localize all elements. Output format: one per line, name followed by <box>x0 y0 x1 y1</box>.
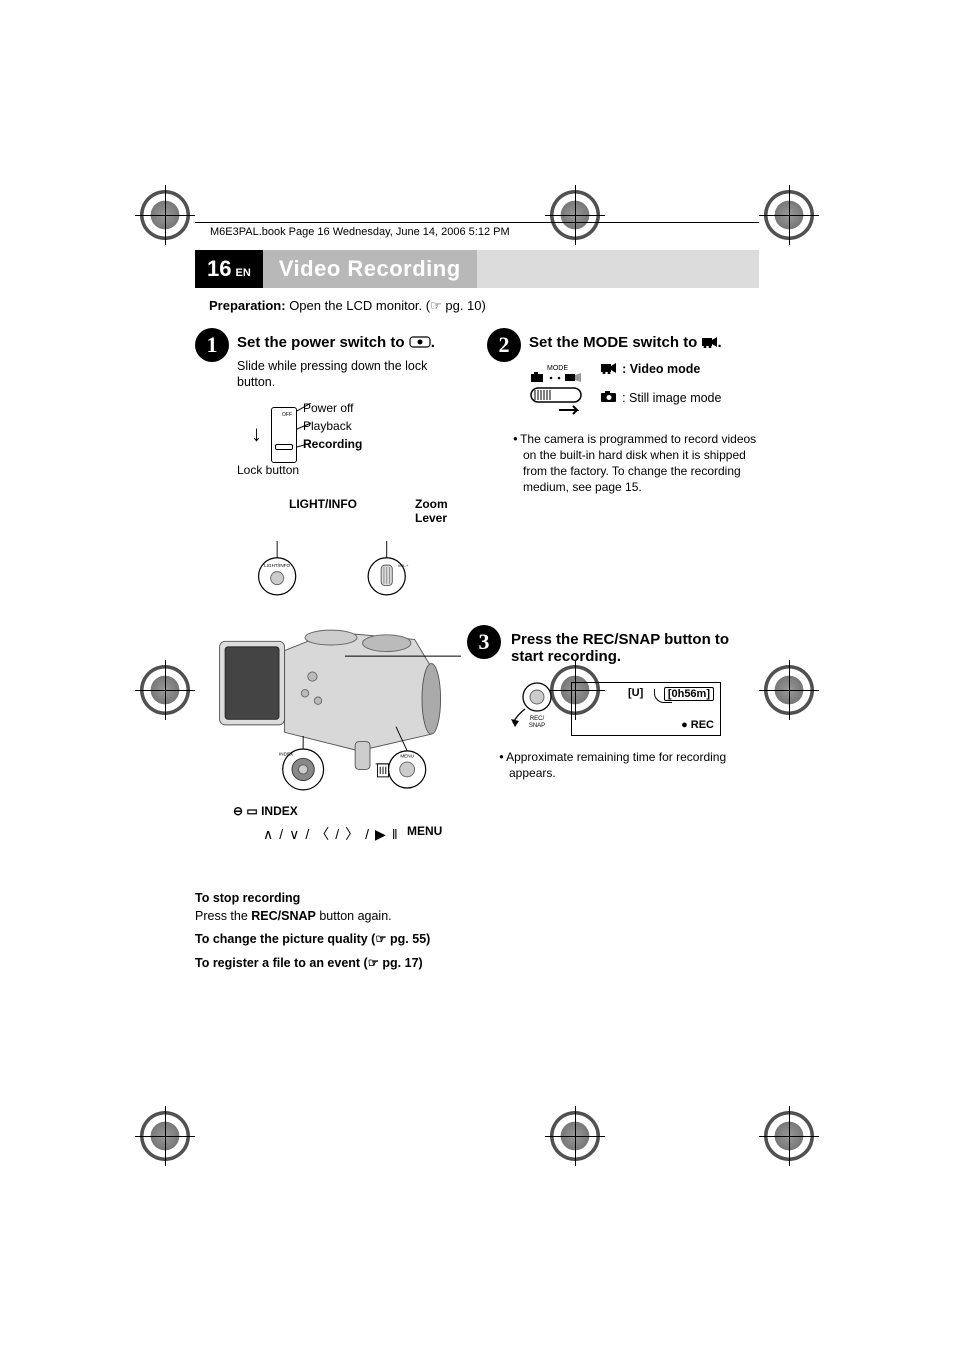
source-file-header: M6E3PAL.book Page 16 Wednesday, June 14,… <box>210 226 510 238</box>
chapter-title: Video Recording <box>263 250 477 288</box>
preparation-text: Open the LCD monitor. (☞ pg. 10) <box>286 298 486 313</box>
video-mode-icon <box>702 335 718 352</box>
menu-label: MENU <box>407 824 442 838</box>
switch-body: OFF <box>271 407 297 463</box>
still-mode-row: : Still image mode <box>601 391 722 406</box>
record-dot-icon <box>409 335 431 352</box>
label-playback: Playback <box>303 417 473 435</box>
crop-target-icon <box>764 190 814 240</box>
svg-text:SNAP: SNAP <box>529 723 545 729</box>
crop-target-icon <box>550 1111 600 1161</box>
page-content: 16 EN Video Recording Preparation: Open … <box>195 250 759 978</box>
title-bar-fill <box>477 250 759 288</box>
rec-snap-row: REC/ SNAP [U] [0h56m] REC <box>511 679 759 739</box>
step-2-badge: 2 <box>487 328 521 362</box>
footer-notes: To stop recording Press the REC/SNAP but… <box>195 890 759 972</box>
page-number-box: 16 EN <box>195 250 263 288</box>
camera-bottom-labels: ⊖ ▭ INDEX ∧/∨/〈/〉/▶ǁ MENU <box>215 804 467 864</box>
svg-text:INDEX: INDEX <box>279 752 293 757</box>
preparation-line: Preparation: Open the LCD monitor. (☞ pg… <box>209 298 759 314</box>
manual-page: M6E3PAL.book Page 16 Wednesday, June 14,… <box>0 0 954 1351</box>
step-2-note: The camera is programmed to record video… <box>513 431 759 496</box>
label-recording: Recording <box>303 435 473 453</box>
lcd-screen: [U] [0h56m] REC <box>571 682 721 736</box>
power-switch-diagram: ↓ OFF Power off Playback <box>237 403 467 483</box>
left-column: 1 Set the power switch to . Slide while … <box>195 328 467 864</box>
dpad-arrows-label: ∧/∨/〈/〉/▶ǁ <box>263 824 404 844</box>
change-quality-note: To change the picture quality (☞ pg. 55) <box>195 931 759 949</box>
page-number: 16 <box>207 256 231 282</box>
still-image-icon <box>601 391 619 406</box>
chapter-title-bar: 16 EN Video Recording <box>195 250 759 288</box>
svg-text:REC/: REC/ <box>530 716 545 722</box>
lcd-rec-indicator: REC <box>681 719 714 731</box>
switch-labels: Power off Playback Recording <box>303 399 473 453</box>
step-1-body: Slide while pressing down the lock butto… <box>237 358 467 392</box>
lcd-remaining-time: [0h56m] <box>664 687 714 701</box>
crop-target-icon <box>140 190 190 240</box>
folder-icon: ▭ <box>246 804 257 818</box>
label-power-off: Power off <box>303 399 473 417</box>
zoom-lever-label: Zoom Lever <box>415 497 467 525</box>
svg-text:LIGHT/INFO: LIGHT/INFO <box>264 563 290 568</box>
crop-target-icon <box>140 665 190 715</box>
crop-target-icon <box>140 1111 190 1161</box>
step-3-heading: Press the REC/SNAP button to start recor… <box>511 625 759 665</box>
camera-illustration: LIGHT/INFO VOL.+ <box>195 541 467 804</box>
svg-text:VOL.+: VOL.+ <box>398 564 409 568</box>
mode-switch-text: : Video mode : Still image mode <box>601 362 722 420</box>
header-rule <box>195 222 759 223</box>
arrow-down-icon: ↓ <box>251 421 262 447</box>
crop-target-icon <box>764 665 814 715</box>
page-lang: EN <box>235 267 250 279</box>
mode-switch-diagram: MODE <box>529 362 589 421</box>
light-info-label: LIGHT/INFO <box>289 497 357 511</box>
crop-target-icon <box>550 190 600 240</box>
preparation-label: Preparation: <box>209 298 286 313</box>
rec-snap-button-icon: REC/ SNAP <box>511 679 553 739</box>
step-2-heading: Set the MODE switch to . <box>529 328 759 352</box>
right-column: 2 Set the MODE switch to . MODE <box>487 328 759 864</box>
step-1-badge: 1 <box>195 328 229 362</box>
step-3-note: Approximate remaining time for recording… <box>499 749 759 781</box>
lcd-quality: [U] <box>628 687 643 699</box>
svg-text:MENU: MENU <box>400 754 414 759</box>
lock-button-label: Lock button <box>237 463 299 477</box>
camera-top-labels: LIGHT/INFO Zoom Lever <box>255 497 467 537</box>
crop-target-icon <box>764 1111 814 1161</box>
switch-slider <box>275 444 293 450</box>
index-label: ⊖ ▭ INDEX <box>233 804 298 818</box>
step-1-heading: Set the power switch to . <box>237 328 467 352</box>
step-3-badge: 3 <box>467 625 501 659</box>
video-mode-icon <box>601 362 619 377</box>
lock-icon: ⊖ <box>233 804 243 818</box>
svg-text:MODE: MODE <box>547 365 568 372</box>
video-mode-row: : Video mode <box>601 362 722 377</box>
stop-recording-note: To stop recording Press the REC/SNAP but… <box>195 890 759 925</box>
mode-switch-block: MODE <box>529 362 759 421</box>
register-event-note: To register a file to an event (☞ pg. 17… <box>195 955 759 973</box>
